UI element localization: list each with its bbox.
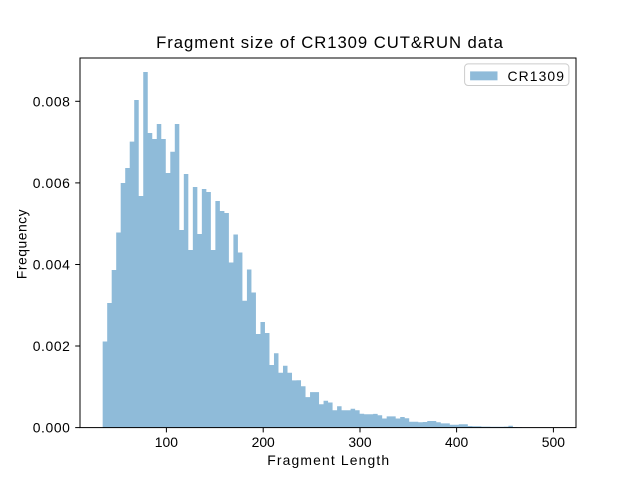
svg-text:0.000: 0.000 [33, 420, 71, 436]
svg-text:400: 400 [445, 434, 468, 450]
svg-text:0.002: 0.002 [33, 338, 71, 354]
svg-text:100: 100 [155, 434, 178, 450]
svg-text:Fragment size of CR1309 CUT&RU: Fragment size of CR1309 CUT&RUN data [156, 33, 504, 52]
svg-text:Frequency: Frequency [14, 209, 30, 279]
svg-text:CR1309: CR1309 [508, 68, 566, 84]
svg-text:0.004: 0.004 [33, 257, 71, 273]
svg-text:500: 500 [542, 434, 565, 450]
svg-text:0.008: 0.008 [33, 93, 71, 109]
svg-text:0.006: 0.006 [33, 175, 71, 191]
svg-text:200: 200 [252, 434, 275, 450]
svg-text:Fragment Length: Fragment Length [267, 452, 390, 468]
svg-text:300: 300 [348, 434, 371, 450]
